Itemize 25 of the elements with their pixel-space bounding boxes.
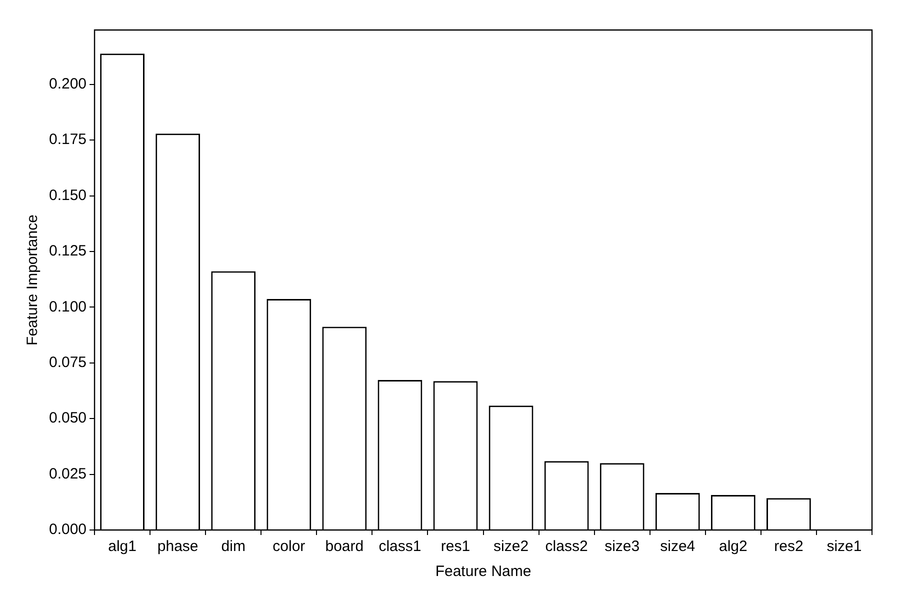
- x-axis-title: Feature Name: [435, 563, 532, 580]
- x-tick-label: class2: [545, 538, 588, 556]
- x-tick-label: color: [272, 538, 306, 556]
- x-tick-label: size3: [604, 538, 640, 556]
- y-tick-label: 0.025: [48, 465, 87, 482]
- y-tick-label: 0.075: [48, 354, 87, 372]
- y-tick-label: 0.050: [48, 410, 87, 427]
- x-tick-label: size1: [826, 538, 862, 556]
- x-tick-label: board: [325, 538, 364, 556]
- x-tick-label: alg2: [718, 538, 748, 556]
- x-tick-label: phase: [157, 538, 198, 556]
- y-tick-label: 0.000: [48, 521, 87, 538]
- x-tick-label: alg1: [108, 538, 136, 556]
- y-tick-label: 0.125: [48, 242, 87, 260]
- y-tick-label: 0.100: [48, 298, 87, 316]
- x-tick-label: res2: [774, 538, 804, 556]
- x-tick-label: size2: [494, 538, 529, 556]
- x-tick-label: res1: [440, 538, 470, 556]
- x-tick-label: size4: [660, 538, 696, 556]
- y-tick-label: 0.150: [48, 186, 87, 204]
- y-tick-label: 0.200: [48, 76, 87, 93]
- x-tick-label: dim: [221, 538, 246, 556]
- y-tick-label: 0.175: [48, 131, 87, 148]
- y-axis-title: Feature Importance: [24, 214, 42, 346]
- x-tick-label: class1: [378, 538, 422, 556]
